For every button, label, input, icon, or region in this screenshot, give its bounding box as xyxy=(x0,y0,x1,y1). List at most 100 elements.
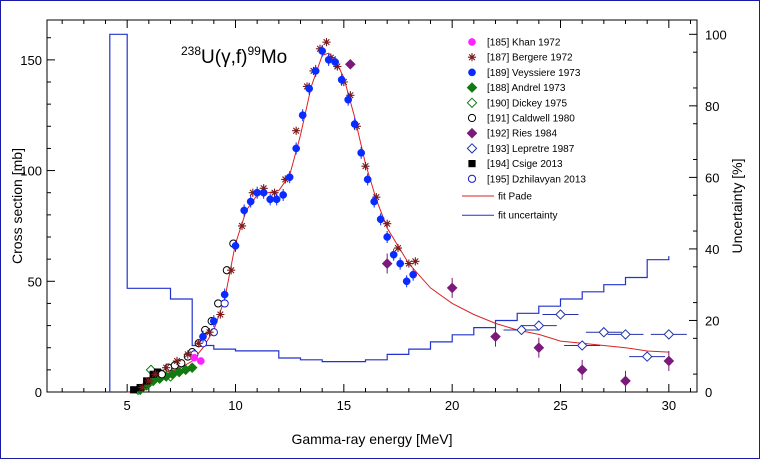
data-point xyxy=(620,375,631,387)
legend-label: [191] Caldwell 1980 xyxy=(487,114,575,125)
legend-marker xyxy=(466,82,478,93)
data-point xyxy=(331,58,340,66)
series-veyssiere-1973 xyxy=(199,45,418,343)
data-point xyxy=(292,144,301,153)
data-point xyxy=(409,270,418,279)
uncertainty-step-line xyxy=(109,33,670,392)
data-point xyxy=(253,188,262,197)
y2-tick-label: 0 xyxy=(705,385,712,400)
data-point xyxy=(186,362,198,373)
legend-label: [188] Andrel 1973 xyxy=(487,83,566,94)
legend-marker xyxy=(466,143,478,154)
legend-item-csige-2013: [194] Csige 2013 xyxy=(468,159,563,170)
data-point xyxy=(292,126,301,135)
data-point xyxy=(216,310,225,319)
legend-marker xyxy=(466,127,478,139)
data-point xyxy=(345,58,356,70)
data-point xyxy=(383,233,392,241)
legend-label: [185] Khan 1972 xyxy=(487,38,561,49)
legend-marker xyxy=(468,160,476,168)
data-point xyxy=(130,386,138,394)
data-point xyxy=(402,277,411,286)
legend-label: [189] Veyssiere 1973 xyxy=(487,68,581,79)
data-point xyxy=(227,266,236,275)
legend-item-fit-uncertainty: fit uncertainty xyxy=(462,211,557,222)
data-point xyxy=(196,357,205,365)
data-point xyxy=(259,188,268,197)
data-point xyxy=(381,258,393,269)
data-point xyxy=(346,91,355,100)
data-point xyxy=(663,355,675,367)
data-point xyxy=(172,356,182,366)
data-point xyxy=(305,84,314,93)
data-point xyxy=(194,339,203,348)
data-point xyxy=(576,340,588,351)
data-point xyxy=(533,342,545,354)
data-point xyxy=(285,173,294,182)
data-point xyxy=(663,329,675,340)
data-point xyxy=(220,299,229,308)
data-point xyxy=(357,149,366,157)
data-point xyxy=(266,195,275,204)
legend-marker xyxy=(468,68,476,77)
legend-item-caldwell-1980: [191] Caldwell 1980 xyxy=(467,114,575,125)
x-tick-label: 30 xyxy=(662,398,676,413)
legend-label: fit uncertainty xyxy=(498,211,557,222)
data-point xyxy=(383,219,392,228)
data-point xyxy=(376,215,385,224)
data-point xyxy=(598,326,610,338)
data-point xyxy=(324,56,333,64)
data-point xyxy=(248,188,257,197)
legend-item-khan-1972: [185] Khan 1972 xyxy=(468,38,561,49)
data-point xyxy=(411,257,420,266)
series-ries-1984 xyxy=(345,58,675,391)
data-point xyxy=(298,111,307,120)
y-tick-label: 100 xyxy=(20,164,42,179)
data-point xyxy=(446,282,458,294)
data-point xyxy=(620,329,631,340)
legend-item-dickey-1975: [190] Dickey 1975 xyxy=(466,97,567,109)
legend-label: [190] Dickey 1975 xyxy=(487,98,567,109)
data-point xyxy=(533,320,545,331)
legend-marker xyxy=(468,38,476,46)
legend-marker xyxy=(467,53,477,62)
y2-tick-label: 40 xyxy=(705,242,719,257)
data-point xyxy=(281,175,290,184)
y-tick-label: 0 xyxy=(35,385,42,400)
x-tick-label: 25 xyxy=(553,398,567,413)
data-point xyxy=(404,259,413,268)
y2-axis-label: Uncertainty [%] xyxy=(729,159,745,254)
data-point xyxy=(205,328,214,337)
y-tick-label: 50 xyxy=(28,274,42,289)
x-tick-label: 5 xyxy=(124,398,131,413)
data-points-layer xyxy=(130,38,687,396)
legend-item-fit-pade: fit Pade xyxy=(462,192,532,203)
data-point xyxy=(199,332,207,341)
data-point xyxy=(576,364,588,376)
legend-label: [195] Dzhilavyan 2013 xyxy=(487,174,586,185)
data-point xyxy=(138,383,147,392)
legend-item-lepretre-1987: [193] Lepretre 1987 xyxy=(466,143,575,155)
data-point xyxy=(337,75,346,84)
legend-label: [193] Lepretre 1987 xyxy=(487,144,575,155)
data-point xyxy=(322,38,331,47)
data-point xyxy=(389,250,398,259)
x-tick-label: 20 xyxy=(445,398,459,413)
data-point xyxy=(372,193,381,202)
y2-tick-label: 80 xyxy=(705,99,719,114)
plot-area xyxy=(46,19,698,393)
legend-label: [194] Csige 2013 xyxy=(487,159,563,170)
data-point xyxy=(246,197,255,206)
x-axis-label: Gamma-ray energy [MeV] xyxy=(291,431,452,447)
x-tick-label: 10 xyxy=(228,398,242,413)
y2-tick-label: 20 xyxy=(705,313,719,328)
data-point xyxy=(393,243,403,253)
legend-item-veyssiere-1973: [189] Veyssiere 1973 xyxy=(468,68,581,79)
legend-marker xyxy=(466,97,478,109)
y-axis-label: Cross section [mb] xyxy=(9,148,25,264)
data-point xyxy=(183,350,192,359)
legend-label: [187] Bergere 1972 xyxy=(487,53,573,64)
chart-title: 238U(γ,f)99Mo xyxy=(181,44,287,68)
